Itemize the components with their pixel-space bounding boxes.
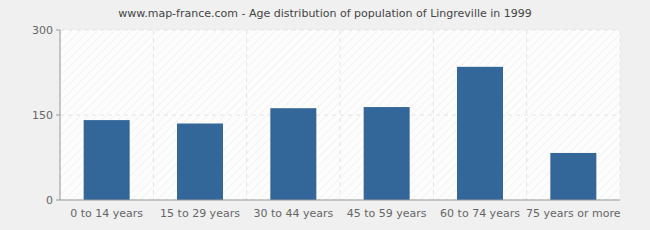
y-tick-label: 150 <box>32 109 53 122</box>
grid-line-x <box>433 30 434 200</box>
bar <box>550 153 596 200</box>
x-tick-label: 0 to 14 years <box>70 207 143 220</box>
x-axis <box>60 200 620 201</box>
background <box>0 0 650 230</box>
chart: www.map-france.com - Age distribution of… <box>0 0 650 230</box>
grid-line <box>60 200 620 201</box>
x-tick-label: 15 to 29 years <box>160 207 240 220</box>
grid-line-x <box>60 30 61 200</box>
x-tick-label: 30 to 44 years <box>253 207 333 220</box>
y-tick-label: 300 <box>32 24 53 37</box>
tick <box>56 200 60 201</box>
tick <box>56 30 60 31</box>
bars <box>84 67 597 200</box>
x-tick-label: 75 years or more <box>526 207 621 220</box>
y-tick-label: 0 <box>46 194 53 207</box>
bar <box>270 108 316 200</box>
plot-area <box>60 30 620 200</box>
grid-line <box>60 30 620 31</box>
title: www.map-france.com - Age distribution of… <box>118 7 532 20</box>
x-tick-label: 60 to 74 years <box>440 207 520 220</box>
grid-line <box>60 115 620 116</box>
grid-line-x <box>153 30 154 200</box>
y-axis <box>60 30 61 200</box>
bar <box>84 120 130 200</box>
x-tick-label: 45 to 59 years <box>347 207 427 220</box>
bar <box>364 107 410 200</box>
bar <box>457 67 503 200</box>
bar <box>177 124 223 201</box>
tick <box>56 115 60 116</box>
